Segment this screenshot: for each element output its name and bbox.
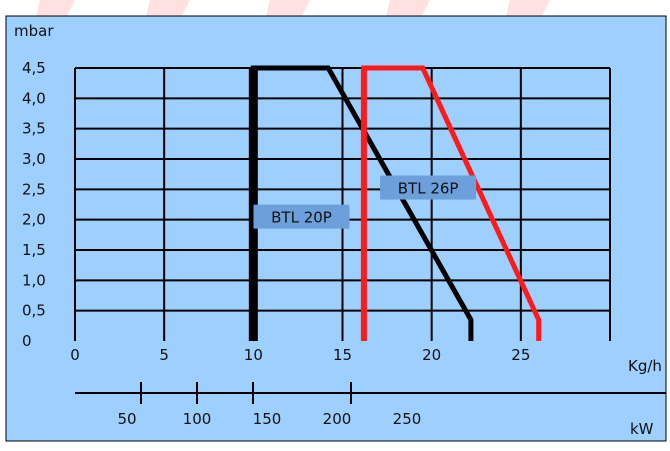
x2-axis-label: kW bbox=[630, 420, 654, 438]
x2-tick-label: 200 bbox=[323, 410, 352, 428]
annotation-label: BTL 26P bbox=[398, 180, 459, 198]
x2-tick-label: 50 bbox=[117, 410, 136, 428]
y-tick-label: 3,5 bbox=[22, 120, 46, 138]
y-tick-label: 2,0 bbox=[22, 211, 46, 229]
series-lines bbox=[248, 65, 542, 341]
x-tick-label: 20 bbox=[422, 346, 441, 364]
y-tick-label: 0,5 bbox=[22, 302, 46, 320]
y-axis-label: mbar bbox=[14, 22, 54, 40]
y-tick-label: 1,5 bbox=[22, 241, 46, 259]
y-tick-label: 2,5 bbox=[22, 180, 46, 198]
x-tick-labels: 0 5 10 15 20 25 bbox=[70, 346, 530, 364]
x-tick-label: 5 bbox=[159, 346, 169, 364]
annotations: BTL 20P BTL 26P bbox=[253, 175, 477, 229]
y-tick-label: 0 bbox=[22, 332, 32, 350]
x2-tick-label: 150 bbox=[253, 410, 282, 428]
y-tick-label: 4,5 bbox=[22, 59, 46, 77]
plot-border bbox=[5, 15, 667, 442]
annotation-label: BTL 20P bbox=[271, 209, 332, 227]
x2-tick-label: 100 bbox=[183, 410, 212, 428]
x-tick-label: 10 bbox=[244, 346, 263, 364]
y-tick-label: 1,0 bbox=[22, 271, 46, 289]
y-tick-labels: 4,5 4,0 3,5 3,0 2,5 2,0 1,5 1,0 0,5 0 bbox=[22, 59, 46, 350]
y-tick-label: 3,0 bbox=[22, 150, 46, 168]
annotation-box bbox=[253, 204, 350, 229]
y-tick-label: 4,0 bbox=[22, 89, 46, 107]
x-tick-label: 25 bbox=[511, 346, 530, 364]
x2-tick-label: 250 bbox=[393, 410, 422, 428]
x-axis-label: Kg/h bbox=[628, 357, 662, 375]
annotation-box bbox=[380, 175, 477, 200]
secondary-x-axis: 50 100 150 200 250 bbox=[75, 382, 666, 428]
x-tick-label: 0 bbox=[70, 346, 80, 364]
x-tick-label: 15 bbox=[333, 346, 352, 364]
